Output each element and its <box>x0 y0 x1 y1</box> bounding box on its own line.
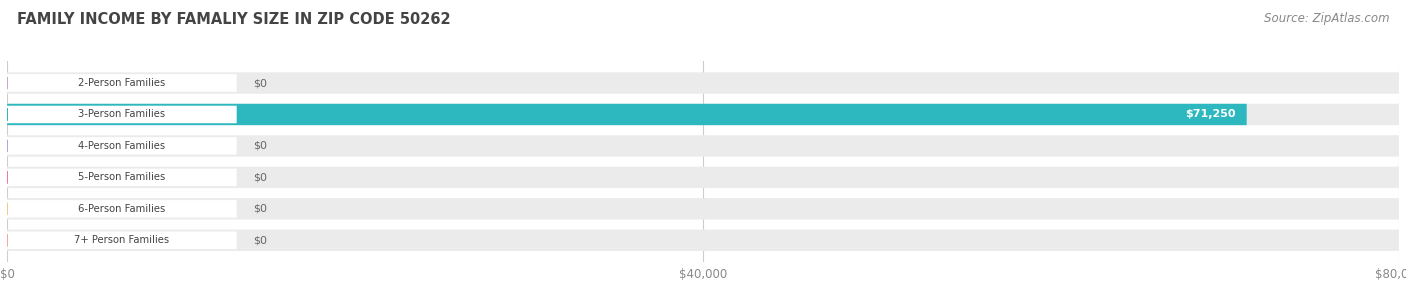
FancyBboxPatch shape <box>7 198 1399 220</box>
FancyBboxPatch shape <box>7 169 236 186</box>
Text: $0: $0 <box>253 204 267 214</box>
FancyBboxPatch shape <box>7 135 1399 157</box>
FancyBboxPatch shape <box>7 200 236 217</box>
Text: $0: $0 <box>253 235 267 245</box>
FancyBboxPatch shape <box>7 231 236 249</box>
Text: 4-Person Families: 4-Person Families <box>79 141 166 151</box>
Text: 2-Person Families: 2-Person Families <box>79 78 166 88</box>
FancyBboxPatch shape <box>7 167 1399 188</box>
Text: $71,250: $71,250 <box>1185 109 1236 120</box>
Text: 3-Person Families: 3-Person Families <box>79 109 166 120</box>
Text: Source: ZipAtlas.com: Source: ZipAtlas.com <box>1264 12 1389 25</box>
FancyBboxPatch shape <box>7 74 236 92</box>
Text: 7+ Person Families: 7+ Person Families <box>75 235 170 245</box>
FancyBboxPatch shape <box>7 137 236 155</box>
Text: $0: $0 <box>253 172 267 182</box>
Text: $0: $0 <box>253 141 267 151</box>
FancyBboxPatch shape <box>7 72 1399 94</box>
Text: 5-Person Families: 5-Person Families <box>79 172 166 182</box>
FancyBboxPatch shape <box>7 104 1247 125</box>
FancyBboxPatch shape <box>7 230 1399 251</box>
Text: 6-Person Families: 6-Person Families <box>79 204 166 214</box>
FancyBboxPatch shape <box>7 106 236 123</box>
Text: FAMILY INCOME BY FAMALIY SIZE IN ZIP CODE 50262: FAMILY INCOME BY FAMALIY SIZE IN ZIP COD… <box>17 12 450 27</box>
Text: $0: $0 <box>253 78 267 88</box>
FancyBboxPatch shape <box>7 104 1399 125</box>
